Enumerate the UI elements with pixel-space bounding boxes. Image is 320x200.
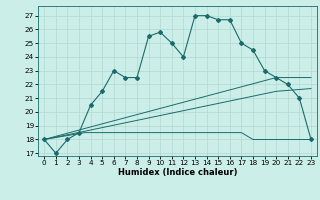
X-axis label: Humidex (Indice chaleur): Humidex (Indice chaleur) (118, 168, 237, 177)
